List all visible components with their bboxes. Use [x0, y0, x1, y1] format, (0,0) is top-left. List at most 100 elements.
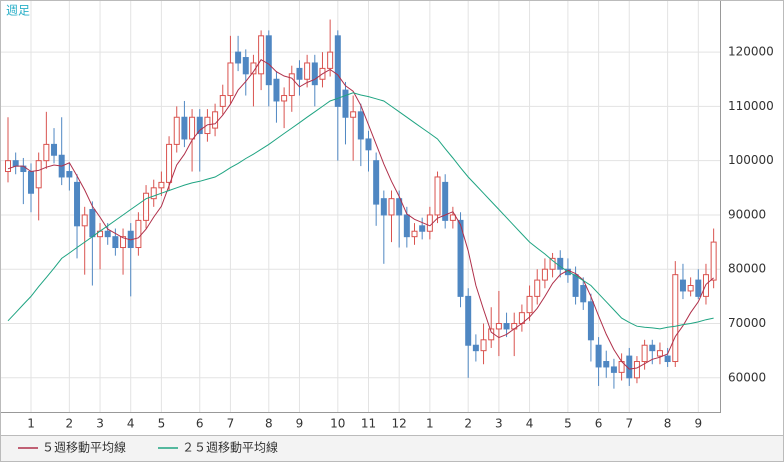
moving-average-line: [7, 59, 714, 370]
candle-body: [526, 295, 533, 314]
candle-body: [173, 116, 180, 145]
x-tick-label: 10: [330, 417, 345, 431]
candle-body: [664, 355, 671, 363]
candle-body: [633, 361, 640, 379]
candle-body: [411, 230, 418, 238]
x-tick-label: 8: [664, 417, 672, 431]
candle-body: [587, 301, 594, 341]
candle-body: [503, 323, 510, 330]
legend-label: ２５週移動平均線: [182, 440, 278, 455]
candle-body: [104, 230, 111, 238]
x-tick-label: 6: [595, 417, 603, 431]
candle-body: [695, 279, 702, 297]
candle-body: [35, 160, 42, 189]
candle-body: [327, 51, 334, 69]
candle-body: [687, 285, 694, 292]
candle-body: [641, 344, 648, 363]
plot: [5, 19, 717, 389]
y-tick-label: 100000: [728, 153, 774, 167]
candle-body: [89, 209, 96, 238]
candle-body: [242, 57, 249, 75]
x-tick-label: 3: [495, 417, 503, 431]
y-tick-label: 90000: [728, 207, 766, 221]
candle-body: [419, 225, 426, 232]
y-tick-label: 80000: [728, 262, 766, 276]
legend-label: ５週移動平均線: [42, 440, 126, 455]
legend-area: [0, 435, 784, 462]
candle-body: [196, 116, 203, 135]
candle-body: [426, 214, 433, 232]
x-tick-label: 5: [158, 417, 166, 431]
x-tick-label: 1: [27, 417, 35, 431]
candle-body: [43, 143, 50, 162]
candle-body: [357, 111, 364, 140]
candle-body: [610, 366, 617, 373]
candle-body: [488, 328, 495, 341]
moving-average-line: [7, 92, 714, 330]
candle-body: [672, 274, 679, 363]
candle-body: [150, 187, 157, 200]
candle-body: [342, 89, 349, 118]
candle-body: [311, 62, 318, 86]
candle-body: [235, 51, 242, 64]
candle-body: [166, 143, 173, 183]
candle-body: [350, 111, 357, 118]
x-tick-label: 9: [296, 417, 304, 431]
candle-body: [189, 116, 196, 140]
candle-body: [5, 160, 11, 173]
candle-body: [219, 95, 226, 107]
candle-body: [434, 176, 441, 216]
candle-body: [281, 95, 288, 102]
candle-body: [549, 257, 556, 270]
x-tick-label: 4: [127, 417, 135, 431]
candle-body: [28, 171, 35, 194]
candle-body: [373, 160, 380, 205]
candle-body: [212, 111, 219, 129]
x-tick-label: 7: [227, 417, 235, 431]
candle-body: [595, 344, 602, 368]
candle-body: [81, 214, 88, 227]
candle-body: [304, 62, 311, 80]
candle-body: [12, 160, 19, 167]
candle-body: [334, 35, 341, 107]
x-tick-label: 11: [361, 417, 376, 431]
candle-body: [442, 181, 449, 221]
x-tick-label: 7: [625, 417, 633, 431]
x-tick-label: 2: [464, 417, 472, 431]
x-tick-label: 8: [265, 417, 273, 431]
candle-body: [120, 236, 127, 249]
candle-body: [457, 219, 464, 297]
candle-body: [396, 198, 403, 216]
x-tick-label: 1: [426, 417, 434, 431]
candle-body: [74, 181, 81, 227]
candle-body: [365, 138, 372, 151]
candle-body: [181, 116, 188, 140]
candle-body: [296, 67, 303, 80]
chart-title: 週足: [6, 4, 30, 18]
candle-body: [710, 241, 717, 281]
candle-body: [273, 78, 280, 102]
candle-body: [135, 219, 142, 249]
candle-body: [388, 198, 395, 216]
x-tick-label: 12: [392, 417, 407, 431]
candle-body: [112, 236, 119, 249]
candle-body: [403, 214, 410, 238]
x-tick-label: 4: [526, 417, 534, 431]
x-tick-label: 2: [66, 417, 74, 431]
candle-body: [158, 181, 165, 189]
candle-body: [51, 143, 58, 156]
x-tick-label: 9: [694, 417, 702, 431]
candle-body: [580, 285, 587, 303]
candle-body: [495, 323, 502, 330]
candle-body: [572, 274, 579, 297]
candle-body: [449, 214, 456, 221]
y-tick-label: 70000: [728, 316, 766, 330]
x-tick-label: 6: [196, 417, 204, 431]
candle-body: [227, 62, 234, 97]
candle-body: [534, 279, 541, 297]
candle-body: [480, 339, 487, 352]
candle-body: [603, 361, 610, 368]
candle-body: [649, 344, 656, 352]
candle-body: [557, 257, 564, 270]
